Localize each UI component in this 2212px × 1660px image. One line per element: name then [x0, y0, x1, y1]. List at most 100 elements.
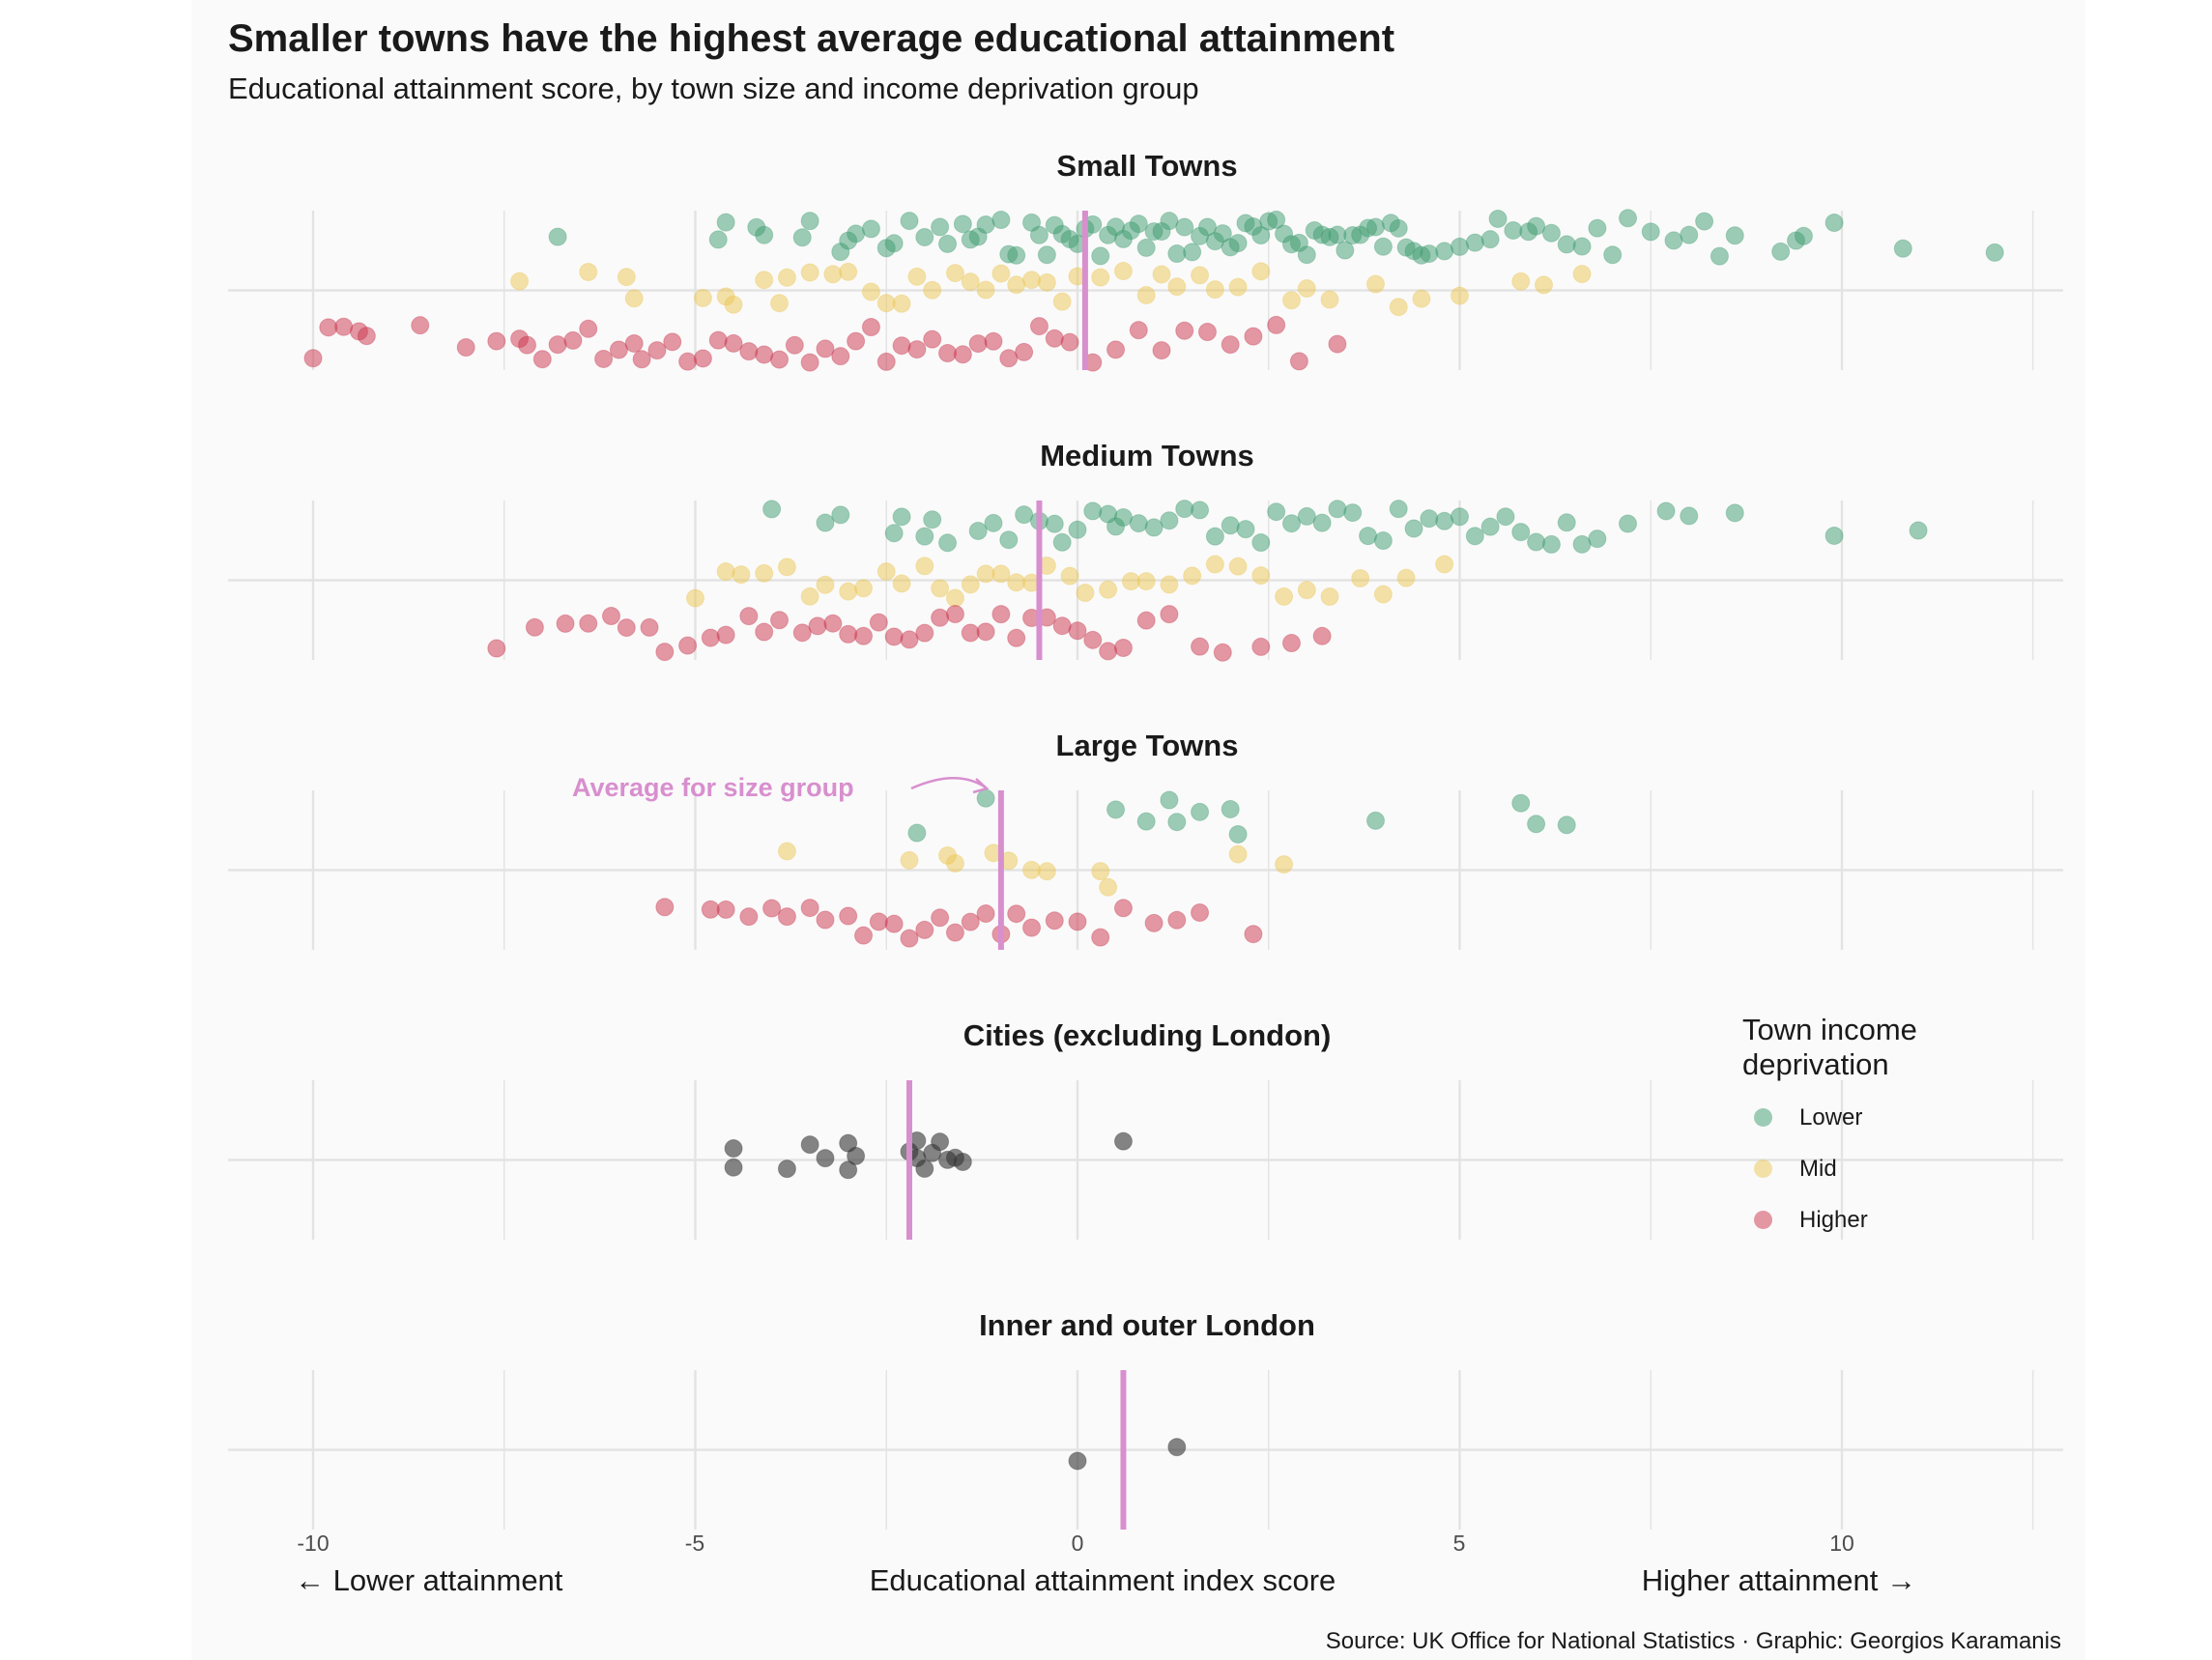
data-point [1228, 824, 1248, 844]
data-point [1007, 573, 1026, 592]
data-point [510, 272, 530, 291]
data-point [1022, 860, 1042, 879]
data-point [1985, 243, 2004, 262]
data-point [961, 912, 980, 931]
data-point [839, 906, 858, 926]
data-point [1535, 275, 1554, 295]
data-point [632, 350, 651, 369]
data-point [357, 327, 376, 346]
data-point [1167, 277, 1187, 297]
data-point [1129, 321, 1148, 340]
data-point [900, 929, 919, 948]
data-point [1511, 793, 1531, 813]
data-point [1160, 605, 1179, 624]
data-point [999, 349, 1019, 368]
data-point [739, 607, 759, 626]
data-point [1191, 637, 1210, 656]
x-tick-label: -10 [297, 1531, 330, 1556]
data-point [1213, 224, 1232, 243]
data-point [1160, 790, 1179, 810]
data-point [915, 557, 934, 576]
data-point [579, 614, 598, 633]
data-point [1029, 225, 1049, 244]
data-point [693, 288, 712, 307]
data-point [1557, 513, 1576, 532]
data-point [1191, 802, 1210, 821]
data-point [609, 340, 628, 359]
data-point [1076, 584, 1095, 603]
legend-label: Higher [1799, 1206, 1868, 1233]
data-point [976, 622, 995, 642]
data-point [647, 341, 667, 360]
data-point [976, 904, 995, 924]
data-point [816, 910, 835, 930]
data-point [548, 227, 567, 246]
data-point [1365, 217, 1385, 237]
annotation-arrow [910, 777, 987, 790]
data-point [953, 215, 972, 234]
data-point [1236, 520, 1255, 539]
data-point [931, 1132, 950, 1152]
data-point [1709, 246, 1729, 266]
data-point [655, 643, 675, 662]
legend-label: Lower [1799, 1103, 1863, 1131]
data-point [770, 350, 790, 369]
data-point [1244, 327, 1263, 346]
data-point [1144, 518, 1163, 537]
data-point [923, 510, 942, 529]
data-point [1619, 514, 1638, 533]
data-point [1205, 555, 1224, 574]
data-point [770, 294, 790, 313]
x-left-note: ← Lower attainment [295, 1563, 563, 1597]
data-point [1541, 534, 1561, 554]
data-point [1045, 911, 1064, 930]
data-point [1281, 634, 1301, 653]
data-point [1909, 521, 1928, 540]
data-point [785, 335, 804, 355]
data-point [876, 294, 896, 313]
data-point [1029, 317, 1049, 336]
data-point [1083, 501, 1103, 521]
data-point [1068, 1451, 1087, 1471]
data-point [556, 614, 575, 633]
data-point [617, 618, 636, 638]
data-point [1113, 262, 1133, 281]
data-point [1267, 502, 1286, 522]
data-point [1251, 566, 1271, 586]
data-point [800, 263, 819, 282]
data-point [1435, 511, 1454, 530]
data-point [755, 563, 774, 583]
data-point [1106, 800, 1126, 819]
data-point [1373, 531, 1393, 551]
data-point [532, 350, 552, 369]
data-point [938, 533, 958, 553]
legend-title: Town income deprivation [1742, 1013, 1917, 1081]
data-point [693, 349, 712, 368]
data-point [1365, 274, 1385, 294]
data-point [1052, 532, 1072, 552]
data-point [999, 530, 1019, 550]
data-point [854, 579, 874, 598]
data-point [1099, 642, 1118, 661]
data-point [991, 605, 1011, 624]
data-point [1320, 290, 1339, 309]
data-point [892, 574, 911, 593]
plot-background [191, 0, 2085, 1660]
data-point [1175, 217, 1194, 237]
data-point [1160, 511, 1179, 530]
chart-title: Smaller towns have the highest average e… [228, 17, 1395, 60]
data-point [915, 227, 934, 246]
data-point [816, 339, 835, 358]
data-point [976, 280, 995, 300]
data-point [525, 617, 544, 637]
data-point [1557, 235, 1576, 254]
data-point [1281, 514, 1301, 533]
data-point [1725, 226, 1744, 245]
data-point [1113, 638, 1133, 657]
data-point [800, 212, 819, 231]
data-point [1228, 234, 1248, 253]
data-point [1664, 231, 1683, 250]
facet-title-medium-towns: Medium Towns [1040, 439, 1254, 472]
data-point [1275, 855, 1294, 874]
